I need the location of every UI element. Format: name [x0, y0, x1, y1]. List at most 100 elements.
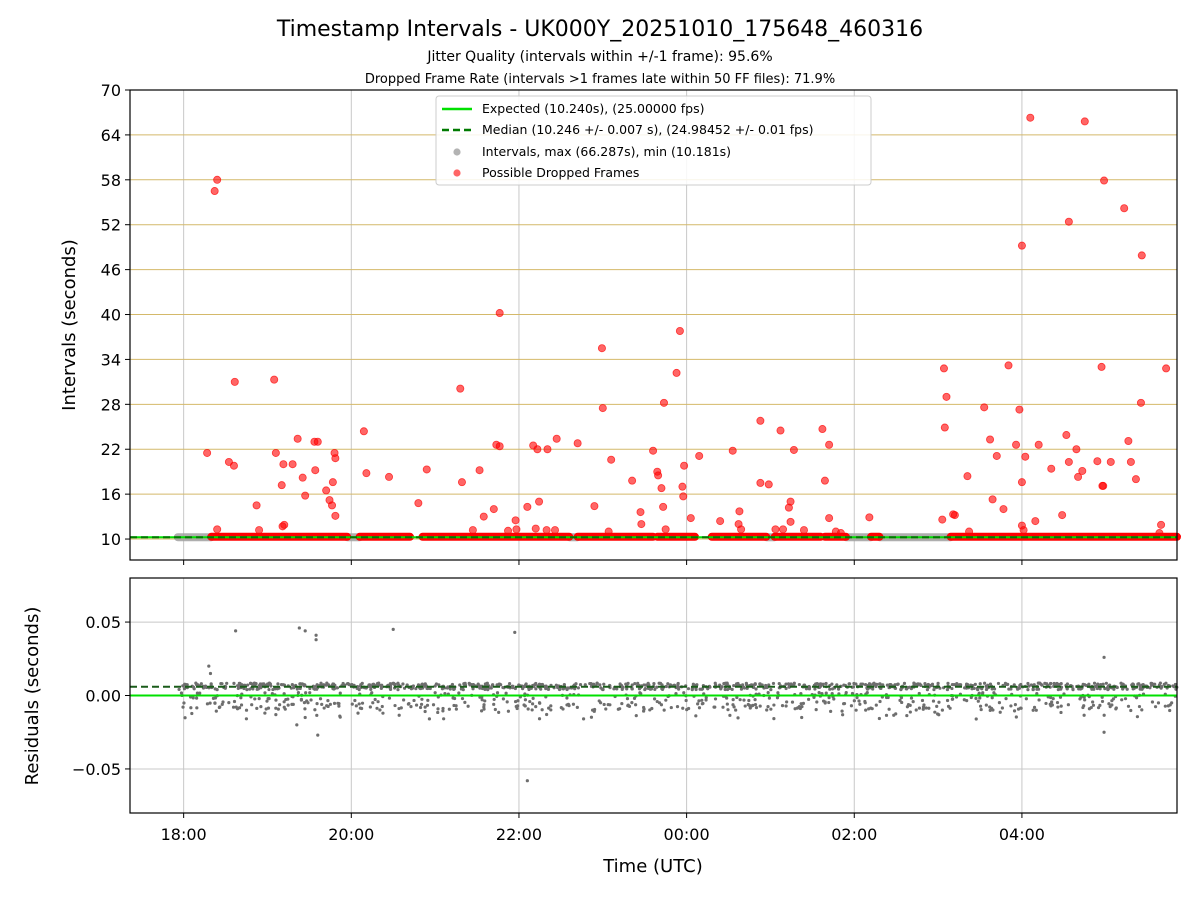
legend-dropped-label: Possible Dropped Frames	[482, 165, 639, 180]
residual-point	[549, 708, 553, 712]
residual-point	[682, 691, 686, 695]
residual-point	[407, 701, 411, 706]
dropped-frame-point	[1017, 241, 1026, 250]
dropped-frame-point	[1126, 457, 1135, 466]
residual-point	[214, 709, 218, 713]
residual-point	[545, 712, 549, 717]
intervals-ytick-label: 58	[101, 171, 121, 190]
residual-point	[1103, 687, 1107, 691]
residual-point	[319, 681, 323, 685]
dropped-frame-point	[1099, 481, 1108, 490]
residual-point	[253, 697, 257, 701]
residual-point	[621, 685, 625, 689]
residual-point	[1012, 709, 1017, 713]
residual-point	[402, 698, 406, 702]
residual-point	[615, 687, 619, 691]
legend-intervals-swatch	[453, 148, 461, 156]
residual-point	[248, 681, 253, 685]
residual-outlier-point	[295, 723, 299, 727]
residual-point	[537, 682, 542, 686]
residual-point	[531, 702, 535, 706]
residual-point	[485, 681, 489, 685]
residual-point	[387, 696, 392, 700]
dropped-frame-point	[210, 187, 219, 196]
residual-point	[423, 709, 427, 714]
dropped-frame-point	[661, 525, 670, 534]
dropped-frame-point	[659, 502, 668, 511]
residual-outlier-point	[207, 664, 211, 668]
residual-point	[1048, 695, 1053, 700]
residual-point	[376, 700, 380, 704]
residual-point	[284, 697, 288, 702]
residual-point	[936, 681, 940, 685]
dropped-frame-point	[301, 491, 310, 500]
residual-point	[562, 683, 566, 687]
dropped-frame-point	[203, 448, 212, 457]
residual-point	[1131, 687, 1135, 691]
residual-point	[982, 681, 987, 685]
residual-point	[913, 682, 917, 686]
residual-outlier-point	[314, 633, 318, 637]
residual-point	[1099, 683, 1103, 687]
residual-point	[353, 698, 357, 703]
residual-point	[544, 684, 548, 688]
residual-point	[877, 716, 881, 721]
dropped-frame-point	[1080, 117, 1089, 126]
dropped-frame-point	[552, 434, 561, 443]
residual-point	[309, 698, 313, 702]
residual-point	[713, 681, 717, 685]
dropped-frame-point	[939, 364, 948, 373]
dropped-frame-point	[686, 514, 695, 523]
residual-point	[1034, 708, 1038, 712]
residual-point	[909, 696, 914, 700]
residual-point	[905, 713, 909, 718]
residual-point	[326, 699, 330, 703]
residual-point	[750, 704, 754, 708]
dropped-frame-point	[1015, 405, 1024, 414]
dropped-frame-point	[385, 472, 394, 481]
residual-point	[937, 713, 941, 717]
intervals-ytick-label: 40	[101, 306, 121, 325]
residual-point	[274, 698, 278, 702]
legend-median-label: Median (10.246 +/- 0.007 s), (24.98452 +…	[482, 122, 813, 137]
residual-point	[700, 698, 704, 702]
residual-point	[784, 704, 788, 708]
residual-point	[493, 707, 497, 712]
residual-point	[887, 707, 891, 711]
residual-point	[1051, 697, 1055, 701]
residual-point	[466, 704, 470, 708]
residual-point	[685, 708, 689, 712]
residual-point	[375, 681, 380, 686]
chart-subtitle-jitter: Jitter Quality (intervals within +/-1 fr…	[426, 49, 772, 65]
residual-point	[602, 682, 606, 686]
residual-point	[332, 701, 337, 705]
residual-point	[899, 696, 904, 700]
residual-point	[644, 683, 648, 687]
dropped-frame-point	[512, 525, 521, 534]
residual-point	[416, 683, 421, 687]
residual-point	[893, 683, 897, 687]
residual-point	[338, 691, 342, 695]
dropped-frame-point	[786, 517, 795, 526]
residual-point	[492, 697, 496, 702]
dropped-frame-point	[495, 309, 504, 318]
residual-point	[471, 687, 475, 691]
residual-point	[360, 701, 365, 705]
residual-point	[827, 696, 831, 700]
residual-point	[315, 683, 319, 687]
residual-point	[914, 708, 918, 712]
dropped-frame-point	[607, 455, 616, 464]
residual-point	[420, 682, 424, 686]
residual-point	[829, 709, 833, 714]
residual-point	[263, 711, 267, 715]
residual-point	[618, 682, 622, 686]
intervals-ytick-label: 16	[101, 485, 121, 504]
dropped-frame-point	[1093, 457, 1102, 466]
residual-point	[191, 696, 195, 700]
dropped-frame-point	[1064, 217, 1073, 226]
dropped-frame-point	[657, 484, 666, 493]
residual-point	[1105, 686, 1109, 690]
residual-point	[931, 699, 936, 703]
residual-point	[301, 682, 305, 686]
